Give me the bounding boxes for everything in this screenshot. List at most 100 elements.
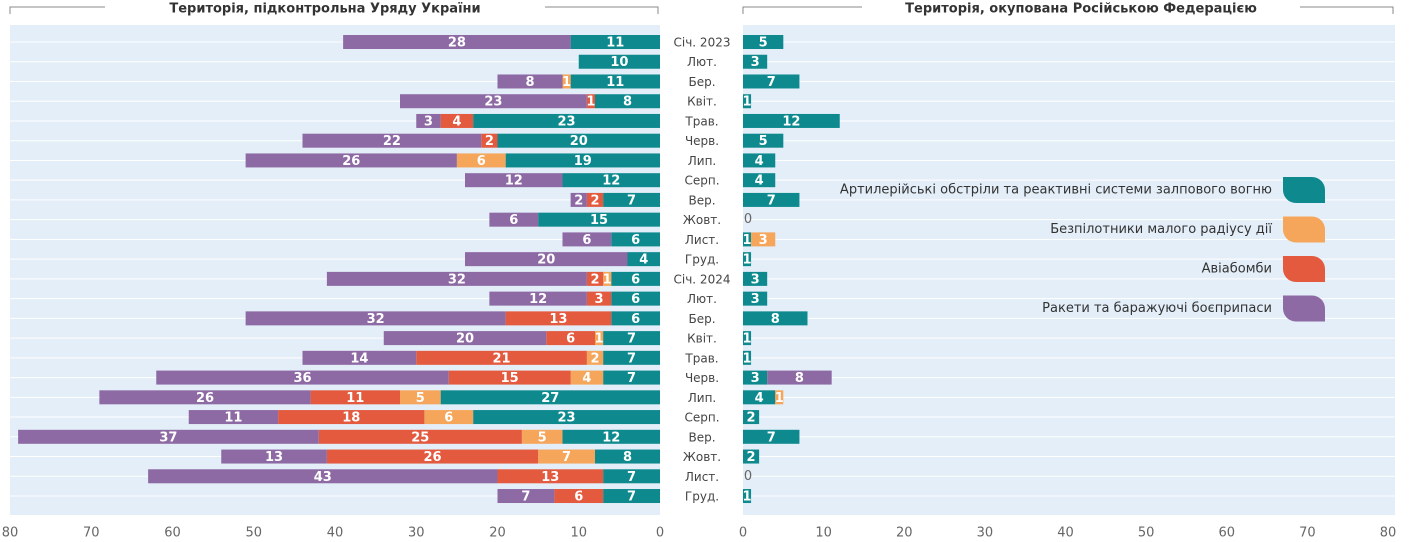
x-tick-label: 0 xyxy=(739,526,747,541)
x-tick-label: 40 xyxy=(1057,526,1074,541)
bar xyxy=(310,390,400,405)
bar xyxy=(343,35,571,49)
bar xyxy=(538,449,595,464)
value-label: 1 xyxy=(775,391,784,406)
value-label: 36 xyxy=(293,371,311,386)
bar xyxy=(489,212,539,227)
value-label: 1 xyxy=(603,272,612,287)
value-label: 1 xyxy=(743,351,752,366)
bar xyxy=(743,331,752,346)
bar xyxy=(743,54,768,69)
value-label: 3 xyxy=(751,55,760,70)
value-label: 20 xyxy=(456,332,474,347)
value-label: 4 xyxy=(452,114,461,129)
value-label: 26 xyxy=(342,154,360,169)
value-label: 10 xyxy=(610,55,628,70)
value-label: 26 xyxy=(196,391,214,406)
value-label: 7 xyxy=(627,193,636,208)
legend-swatch xyxy=(1283,216,1325,243)
bar xyxy=(326,271,587,286)
value-label: 21 xyxy=(493,351,511,366)
x-tick-label: 20 xyxy=(896,526,913,541)
bar xyxy=(743,350,752,365)
value-label: 6 xyxy=(566,332,575,347)
bar xyxy=(489,291,587,306)
bar xyxy=(578,54,660,69)
bar xyxy=(595,331,604,346)
legend-label: Ракети та баражуючі боєприпаси xyxy=(1042,301,1272,316)
value-label: 43 xyxy=(314,470,332,485)
value-label: 11 xyxy=(224,411,242,426)
bar xyxy=(456,153,506,168)
bar xyxy=(743,311,808,326)
value-label: 32 xyxy=(448,272,466,287)
bar xyxy=(473,113,660,128)
value-label: 3 xyxy=(424,114,433,129)
value-label: 7 xyxy=(562,450,571,465)
value-label: 1 xyxy=(562,75,571,90)
bar xyxy=(603,370,660,385)
bar xyxy=(521,429,563,444)
value-label: 26 xyxy=(423,450,441,465)
value-label: 6 xyxy=(444,411,453,426)
bar xyxy=(743,271,768,286)
bar xyxy=(505,311,612,326)
bar xyxy=(400,390,441,405)
value-label: 2 xyxy=(485,134,494,149)
bar xyxy=(221,449,327,464)
bar xyxy=(751,232,776,247)
value-label: 23 xyxy=(484,95,502,110)
bar xyxy=(562,173,660,188)
value-label: 12 xyxy=(505,174,523,189)
value-label: 2 xyxy=(590,272,599,287)
category-label: Січ. 2023 xyxy=(674,36,731,50)
value-label: 6 xyxy=(477,154,486,169)
bar xyxy=(383,331,547,346)
category-label: Січ. 2024 xyxy=(674,272,731,286)
value-label: 6 xyxy=(631,233,640,248)
category-label: Лют. xyxy=(687,292,717,306)
bar xyxy=(603,192,660,207)
bar xyxy=(743,449,760,464)
bar xyxy=(775,390,784,405)
legend-label: Артилерійські обстріли та реактивні сист… xyxy=(840,183,1272,198)
bar xyxy=(448,370,571,385)
value-label: 11 xyxy=(606,36,624,51)
bar xyxy=(440,390,660,405)
bar xyxy=(245,311,506,326)
value-label: 8 xyxy=(623,450,632,465)
value-label: 15 xyxy=(590,213,608,228)
bar xyxy=(318,429,522,444)
value-label: 7 xyxy=(627,490,636,505)
bar xyxy=(611,311,660,326)
value-label: 2 xyxy=(747,411,756,426)
bar xyxy=(400,94,587,109)
bar xyxy=(743,390,776,405)
bar xyxy=(743,252,752,267)
category-label: Серп. xyxy=(684,411,719,425)
bar xyxy=(743,173,776,188)
bar xyxy=(99,390,311,405)
category-label: Лист. xyxy=(685,233,719,247)
value-label: 18 xyxy=(342,411,360,426)
value-label: 1 xyxy=(743,332,752,347)
legend-label: Безпілотники малого радіусу дії xyxy=(1050,222,1272,237)
bar xyxy=(278,410,425,425)
x-tick-label: 30 xyxy=(408,526,425,541)
value-label: 3 xyxy=(751,292,760,307)
category-label: Бер. xyxy=(688,312,715,326)
category-label: Квіт. xyxy=(687,332,717,346)
value-label: 7 xyxy=(627,332,636,347)
bar xyxy=(570,370,604,385)
value-label: 4 xyxy=(582,371,591,386)
bar xyxy=(538,212,660,227)
bar xyxy=(562,232,612,247)
category-label: Серп. xyxy=(684,174,719,188)
bar xyxy=(603,350,660,365)
value-label: 37 xyxy=(159,430,177,445)
value-label: 3 xyxy=(751,371,760,386)
category-label: Груд. xyxy=(685,490,719,504)
bar xyxy=(743,192,800,207)
bar xyxy=(743,291,768,306)
value-label: 32 xyxy=(367,312,385,327)
